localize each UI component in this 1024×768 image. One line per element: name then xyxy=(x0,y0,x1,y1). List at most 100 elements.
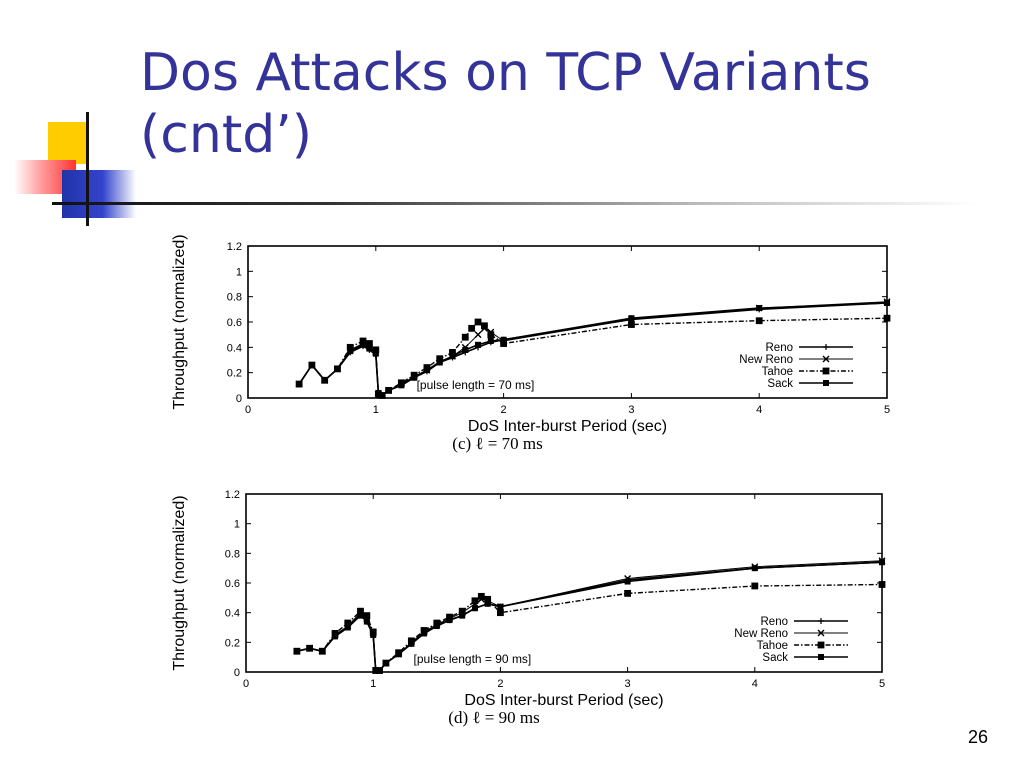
x-tick-label: 3 xyxy=(628,404,634,416)
legend-label: Reno xyxy=(766,342,794,354)
data-point xyxy=(879,559,885,566)
legend-label: Sack xyxy=(762,652,788,664)
y-tick-label: 0.8 xyxy=(227,292,242,304)
data-point xyxy=(421,630,428,637)
data-point xyxy=(624,589,631,597)
x-tick-label: 0 xyxy=(243,678,249,690)
data-point xyxy=(628,315,635,322)
data-point xyxy=(628,321,635,328)
data-point xyxy=(462,346,469,353)
data-point xyxy=(372,667,379,674)
series-line xyxy=(298,302,888,397)
pulse-length-annotation: [pulse length = 90 ms] xyxy=(414,652,532,666)
data-point xyxy=(395,651,402,658)
x-axis-label: DoS Inter-burst Period (sec) xyxy=(464,692,663,709)
data-point xyxy=(500,336,507,343)
data-point xyxy=(756,305,763,312)
data-point xyxy=(481,322,488,330)
data-point xyxy=(357,612,364,619)
y-tick-label: 1.2 xyxy=(225,489,240,501)
y-tick-label: 0 xyxy=(236,393,242,405)
y-tick-label: 0.8 xyxy=(225,548,240,560)
x-tick-label: 1 xyxy=(370,678,376,690)
data-point xyxy=(382,660,389,667)
y-tick-label: 0 xyxy=(234,667,240,679)
data-point xyxy=(433,623,440,630)
data-point xyxy=(461,333,469,341)
data-point xyxy=(366,345,373,352)
chart-caption: (d) ℓ = 90 ms xyxy=(448,708,539,727)
slide-title: Dos Attacks on TCP Variants (cntd’) xyxy=(140,42,1000,166)
data-point xyxy=(497,603,504,610)
data-point xyxy=(751,565,758,572)
data-point xyxy=(332,633,339,640)
x-tick-label: 5 xyxy=(879,678,885,690)
data-point xyxy=(379,392,386,399)
data-point xyxy=(296,381,303,388)
data-point xyxy=(818,618,824,624)
data-point xyxy=(321,377,328,384)
data-point xyxy=(423,367,430,374)
data-point xyxy=(436,359,443,366)
x-tick-label: 5 xyxy=(884,404,890,416)
series-line xyxy=(298,302,888,397)
data-point xyxy=(459,612,466,619)
data-point xyxy=(449,353,456,360)
data-point xyxy=(370,631,377,638)
data-point xyxy=(475,341,482,348)
decor-vertical-line xyxy=(86,112,89,226)
series-line xyxy=(298,301,888,397)
data-point xyxy=(375,389,382,396)
data-point xyxy=(487,338,494,344)
data-point xyxy=(347,348,354,355)
data-point xyxy=(474,331,482,339)
y-tick-label: 0.2 xyxy=(225,637,240,649)
data-point xyxy=(319,648,326,655)
slide-title-line-2: (cntd’) xyxy=(140,105,313,165)
y-tick-label: 0.6 xyxy=(225,578,240,590)
throughput-chart-70ms: 0 0.2 0.4 0.6 0.8 1 1.2 0 1 2 3 4 5 DoS Inter-burst P… xyxy=(171,234,891,453)
data-point xyxy=(344,624,351,631)
data-point xyxy=(755,317,763,325)
data-point xyxy=(468,324,476,332)
data-point xyxy=(823,380,829,386)
data-point xyxy=(477,592,485,600)
data-point xyxy=(446,617,453,624)
y-tick-label: 0.4 xyxy=(227,342,242,354)
y-tick-label: 1 xyxy=(236,266,242,278)
decor-blue-bar xyxy=(62,170,136,218)
slide-number: 26 xyxy=(967,727,988,747)
data-point xyxy=(822,355,830,363)
y-tick-label: 0.2 xyxy=(227,368,242,380)
data-point xyxy=(474,318,482,326)
data-point xyxy=(471,597,479,605)
data-point xyxy=(487,331,495,339)
data-point xyxy=(293,648,300,655)
data-point xyxy=(817,629,825,637)
chart-caption: (c) ℓ = 70 ms xyxy=(452,434,542,453)
data-point xyxy=(883,314,891,322)
data-point xyxy=(334,365,341,372)
series-line xyxy=(296,560,883,671)
y-axis-label: Throughput (normalized) xyxy=(171,234,188,409)
x-tick-label: 3 xyxy=(625,678,631,690)
y-tick-label: 1 xyxy=(234,519,240,531)
data-point xyxy=(308,362,315,369)
title-underline xyxy=(52,202,978,205)
data-point xyxy=(363,612,371,620)
data-point xyxy=(471,605,478,612)
legend-label: Tahoe xyxy=(762,366,793,378)
data-point xyxy=(817,641,825,649)
data-point xyxy=(822,367,830,375)
data-point xyxy=(372,350,379,357)
data-point xyxy=(376,667,383,674)
legend-label: New Reno xyxy=(734,628,788,640)
throughput-chart-90ms: 0 0.2 0.4 0.6 0.8 1 1.2 0 1 2 3 4 5 DoS Inter-burst P… xyxy=(171,489,886,727)
data-point xyxy=(385,387,392,394)
slide-title-line-1: Dos Attacks on TCP Variants xyxy=(140,43,871,103)
y-tick-label: 0.6 xyxy=(227,317,242,329)
series-line xyxy=(296,561,883,672)
data-point xyxy=(496,609,504,617)
x-tick-label: 2 xyxy=(497,678,503,690)
pulse-length-annotation: [pulse length = 70 ms] xyxy=(417,378,535,392)
